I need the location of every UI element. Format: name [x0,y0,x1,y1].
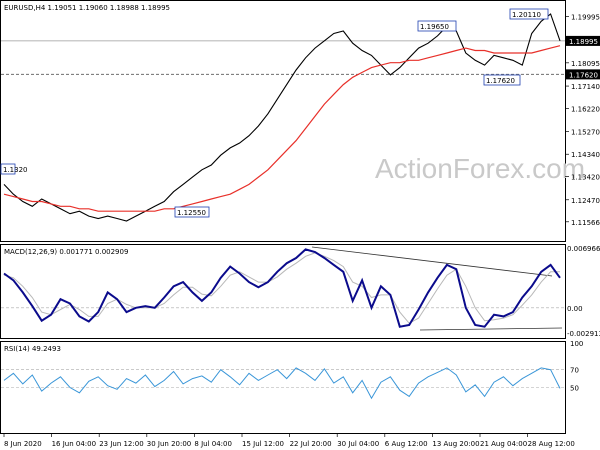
price-annotation-box [483,74,521,86]
price-annotation-box [174,206,210,218]
x-tick-label: 13 Aug 20:00 [432,440,479,448]
price-annotation-box [509,8,549,20]
x-tick-label: 30 Jul 04:00 [337,440,379,448]
price-y-tick-label: 1.12470 [571,197,600,205]
price-support-box [566,69,600,80]
macd-signal-line [3,252,560,324]
price-current-box [566,35,600,46]
macd-plot [1,246,565,331]
price-y-tick-label: 1.15270 [571,129,600,137]
price-annotation-label: 1.19650 [420,23,449,31]
x-tick-label: 6 Aug 12:00 [385,440,428,448]
price-support-box-label: 1.17620 [569,71,598,79]
rsi-y-tick-label: 100 [570,340,583,348]
macd-upper-trendline [311,246,553,277]
moving-average-line [3,45,561,212]
price-current-box-label: 1.18995 [569,38,598,46]
rsi-header: RSI(14) 49.2493 [4,345,61,353]
x-tick-label: 8 Jun 2020 [4,440,42,448]
price-annotation-label: 1.20110 [512,11,541,19]
macd-lower-trendline [419,327,563,331]
price-y-tick-label: 1.19995 [571,14,600,22]
price-panel-frame [0,0,566,242]
price-y-tick-label: 1.16220 [571,105,600,113]
price-plot: 1.20110 1.19650 1.17620 1.12550 1.1320 [0,8,565,222]
rsi-line [3,367,561,400]
x-tick-label: 21 Aug 04:00 [480,440,527,448]
price-annotation-label: 1.1320 [3,166,28,174]
price-annotation-box [0,163,16,175]
macd-panel-frame [0,244,566,339]
rsi-y-tick-label: 70 [570,367,579,375]
price-header: EURUSD,H4 1.19051 1.19060 1.18988 1.1899… [4,4,170,12]
price-y-tick-label: 1.13420 [571,174,600,182]
price-annotation-label: 1.12550 [177,209,206,217]
price-y-tick-label: 1.17140 [571,83,600,91]
price-series-line [3,13,561,222]
x-tick-label: 15 Jul 12:00 [242,440,284,448]
x-tick-label: 22 Jul 20:00 [290,440,332,448]
macd-line [3,248,561,328]
macd-y-tick-label: 0.006966 [567,245,600,253]
macd-y-tick-label: 0.00 [567,305,583,313]
rsi-y-tick-label: 50 [570,385,579,393]
x-tick-label: 8 Jul 04:00 [194,440,232,448]
x-tick-label: 30 Jun 20:00 [147,440,191,448]
x-tick-label: 23 Jun 12:00 [99,440,143,448]
axis-labels: 1.199951.190951.180951.171401.162201.152… [3,14,600,448]
x-tick-label: 28 Aug 12:00 [528,440,575,448]
rsi-plot [1,367,565,400]
x-tick-label: 16 Jun 04:00 [52,440,96,448]
price-y-tick-label: 1.11566 [571,219,600,227]
price-annotation-label: 1.17620 [486,77,515,85]
macd-y-tick-label: -0.002913 [567,330,600,338]
price-y-tick-label: 1.14340 [571,151,600,159]
price-y-tick-label: 1.18095 [571,60,600,68]
watermark: ActionForex.com [375,153,585,184]
rsi-panel-frame [0,341,566,434]
macd-header: MACD(12,26,9) 0.001771 0.002909 [4,248,128,256]
price-annotation-box [417,20,457,32]
